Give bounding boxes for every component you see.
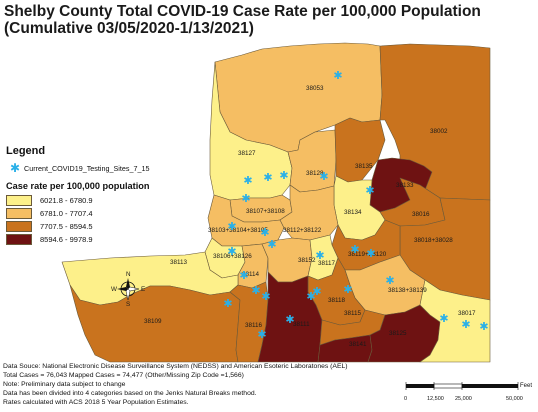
- scale-bar-graphic: [405, 382, 519, 390]
- legend-swatch: [6, 220, 32, 232]
- testing-site-marker-icon: ✱: [315, 249, 324, 262]
- map-title-line1: Shelby County Total COVID-19 Case Rate p…: [4, 3, 481, 20]
- legend-site-row: ✱ Current_COVID19_Testing_Sites_7_15: [6, 161, 206, 175]
- zip-label: 38141: [349, 341, 367, 348]
- testing-site-marker-icon: ✱: [365, 184, 374, 197]
- scale-label: 25,000: [455, 396, 472, 402]
- testing-site-marker-icon: ✱: [479, 320, 488, 333]
- testing-site-marker-icon: ✱: [241, 192, 250, 205]
- zip-label: 38119+38120: [348, 251, 387, 258]
- legend-class-label: 8594.6 - 9978.9: [40, 234, 93, 244]
- compass-south-label: S: [126, 301, 130, 308]
- testing-site-marker-icon: ✱: [306, 290, 315, 303]
- zip-label: 38118: [328, 297, 346, 304]
- legend-class-2: 6781.0 - 7707.4: [6, 207, 206, 219]
- testing-site-marker-icon: ✱: [350, 243, 359, 256]
- legend-case-rate-title: Case rate per 100,000 population: [6, 181, 150, 191]
- zip-label: 38117: [318, 260, 336, 267]
- legend-swatch: [6, 233, 32, 245]
- compass-icon: [117, 278, 140, 301]
- testing-site-marker-icon: ✱: [243, 174, 252, 187]
- note-line: Data Souce: National Electronic Disease …: [3, 363, 348, 370]
- note-line: Data has been divided into 4 categories …: [3, 390, 257, 397]
- zip-label: 38114: [242, 271, 260, 278]
- testing-site-marker-icon: ✱: [251, 284, 260, 297]
- testing-site-marker-icon: ✱: [263, 171, 272, 184]
- zip-label: 38134: [344, 209, 362, 216]
- scale-label: 50,000: [506, 396, 523, 402]
- zip-labels: 38053 38002 38127 38135 38128 38133 3813…: [144, 85, 476, 348]
- testing-site-marker-icon: ✱: [343, 283, 352, 296]
- legend-class-1: 6021.8 - 6780.9: [6, 194, 206, 206]
- scale-label: 0: [404, 396, 408, 402]
- zip-label: 38152: [298, 257, 316, 264]
- scale-label: 12,500: [427, 396, 444, 402]
- compass-west-label: W: [111, 286, 117, 293]
- zip-label: 38017: [458, 310, 476, 317]
- zip-label: 38053: [306, 85, 324, 92]
- legend-site-label: Current_COVID19_Testing_Sites_7_15: [24, 163, 150, 173]
- zip-label: 38138+38139: [388, 287, 427, 294]
- zip-label: 38116: [245, 322, 263, 329]
- testing-site-marker-icon: ✱: [285, 313, 294, 326]
- note-line: Total Cases = 76,043 Mapped Cases = 74,4…: [3, 372, 244, 379]
- zip-label: 38109: [144, 318, 162, 325]
- zip-label: 38127: [238, 150, 256, 157]
- zip-area-38017: [419, 279, 491, 363]
- zip-area-38128: [287, 129, 337, 193]
- zip-label: 38135: [355, 163, 373, 170]
- zip-label: 38016: [412, 211, 430, 218]
- testing-site-marker-icon: ✱: [267, 238, 276, 251]
- testing-site-marker-icon: ✱: [227, 220, 236, 233]
- zip-label: 38133: [396, 182, 414, 189]
- legend-class-label: 6021.8 - 6780.9: [40, 195, 93, 205]
- map-title: Shelby County Total COVID-19 Case Rate p…: [4, 3, 534, 37]
- legend-class-label: 6781.0 - 7707.4: [40, 208, 93, 218]
- testing-site-marker-icon: ✱: [260, 226, 269, 239]
- zip-label: 38002: [430, 128, 448, 135]
- testing-site-marker-icon: ✱: [257, 328, 266, 341]
- map-title-line2: (Cumulative 03/05/2020-1/13/2021): [4, 20, 254, 37]
- note-line: Note: Preliminary data subject to change: [3, 381, 126, 388]
- zip-label: 38112+38122: [283, 227, 322, 234]
- legend-swatch: [6, 194, 32, 206]
- zip-area-38135: [334, 117, 386, 183]
- zip-label: 38128: [306, 170, 324, 177]
- zip-label: 38103+38104+38105: [208, 227, 268, 234]
- zip-label: 38018+38028: [414, 237, 453, 244]
- testing-site-marker-icon: ✱: [461, 318, 470, 331]
- note-line: Rates calculated with ACS 2018 5 Year Po…: [3, 399, 189, 406]
- testing-sites: ✱ ✱ ✱ ✱ ✱ ✱ ✱ ✱ ✱ ✱ ✱ ✱ ✱ ✱ ✱ ✱ ✱ ✱ ✱ ✱ …: [223, 69, 488, 341]
- testing-site-legend-icon: ✱: [9, 161, 21, 175]
- testing-site-marker-icon: ✱: [312, 285, 321, 298]
- legend-title: Legend: [6, 145, 46, 157]
- testing-site-marker-icon: ✱: [261, 290, 270, 303]
- testing-site-marker-icon: ✱: [366, 247, 375, 260]
- data-notes: Data Souce: National Electronic Disease …: [3, 362, 403, 407]
- testing-site-marker-icon: ✱: [439, 312, 448, 325]
- legend: Legend ✱ Current_COVID19_Testing_Sites_7…: [6, 145, 206, 246]
- legend-swatch: [6, 207, 32, 219]
- testing-site-marker-icon: ✱: [385, 274, 394, 287]
- zip-label: 38115: [344, 310, 362, 317]
- compass-east-label: E: [141, 286, 145, 293]
- scale-bar: Feet 0 12,500 25,000 50,000: [400, 374, 536, 410]
- zip-label: 38106+38126: [213, 253, 252, 260]
- zip-label: 38125: [389, 330, 407, 337]
- testing-site-marker-icon: ✱: [279, 169, 288, 182]
- zip-label: 38111: [293, 321, 310, 328]
- legend-class-label: 7707.5 - 8594.5: [40, 221, 93, 231]
- compass-north-label: N: [126, 271, 131, 278]
- scale-unit: Feet: [520, 383, 533, 389]
- testing-site-marker-icon: ✱: [333, 69, 342, 82]
- testing-site-marker-icon: ✱: [223, 297, 232, 310]
- testing-site-marker-icon: ✱: [227, 245, 236, 258]
- testing-site-marker-icon: ✱: [239, 269, 248, 282]
- legend-class-3: 7707.5 - 8594.5: [6, 220, 206, 232]
- testing-site-marker-icon: ✱: [319, 170, 328, 183]
- legend-class-4: 8594.6 - 9978.9: [6, 233, 206, 245]
- zip-label: 38107+38108: [246, 208, 285, 215]
- zip-label: 38113: [170, 259, 188, 266]
